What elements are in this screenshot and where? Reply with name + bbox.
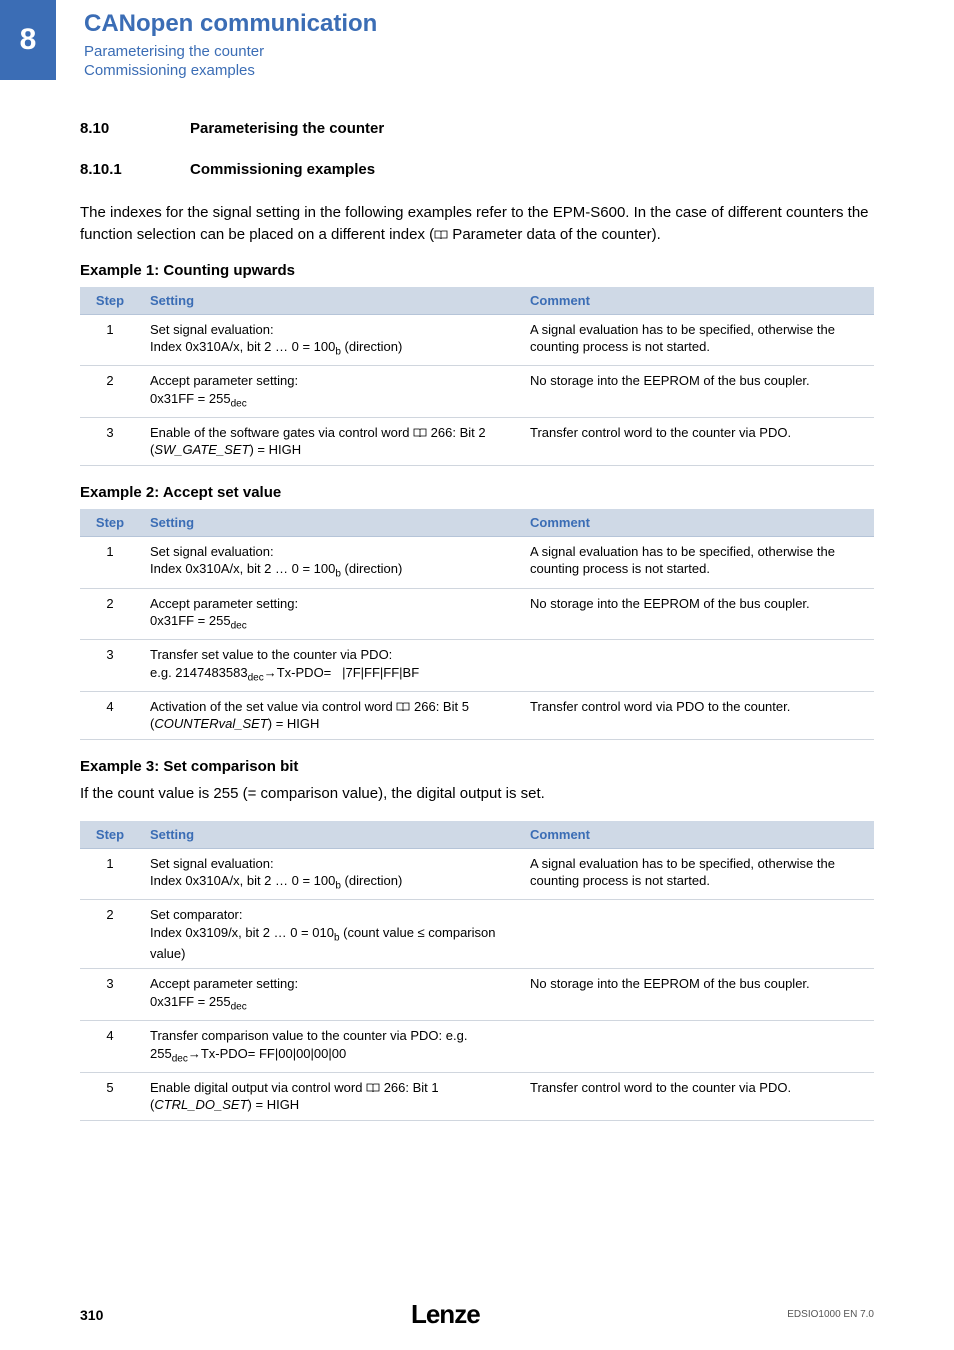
table-header-row: Step Setting Comment xyxy=(80,287,874,315)
table-header-row: Step Setting Comment xyxy=(80,821,874,849)
col-setting: Setting xyxy=(140,509,520,537)
cell-step: 5 xyxy=(80,1072,140,1120)
header-text-block: CANopen communication Parameterising the… xyxy=(56,0,377,79)
page-content: 8.10 Parameterising the counter 8.10.1 C… xyxy=(0,80,954,1121)
col-comment: Comment xyxy=(520,821,874,849)
col-step: Step xyxy=(80,821,140,849)
col-comment: Comment xyxy=(520,509,874,537)
section-heading-810: 8.10 Parameterising the counter xyxy=(80,120,874,137)
cell-step: 2 xyxy=(80,900,140,969)
cell-setting: Accept parameter setting:0x31FF = 255dec xyxy=(140,969,520,1021)
cell-setting: Set signal evaluation:Index 0x310A/x, bi… xyxy=(140,314,520,366)
cell-comment: No storage into the EEPROM of the bus co… xyxy=(520,588,874,640)
page-footer: 310 Lenze EDSIO1000 EN 7.0 xyxy=(0,1299,954,1330)
example3-note: If the count value is 255 (= comparison … xyxy=(80,783,874,805)
section-title: Commissioning examples xyxy=(190,161,375,178)
section-number: 8.10 xyxy=(80,120,190,137)
example2-table: Step Setting Comment 1 Set signal evalua… xyxy=(80,509,874,740)
cell-step: 1 xyxy=(80,536,140,588)
example1-label: Example 1: Counting upwards xyxy=(80,262,874,279)
cell-setting: Set signal evaluation:Index 0x310A/x, bi… xyxy=(140,848,520,900)
cell-comment: A signal evaluation has to be specified,… xyxy=(520,536,874,588)
chapter-title: CANopen communication xyxy=(84,10,377,39)
table-row: 3 Accept parameter setting:0x31FF = 255d… xyxy=(80,969,874,1021)
intro-paragraph: The indexes for the signal setting in th… xyxy=(80,202,874,246)
cell-comment: A signal evaluation has to be specified,… xyxy=(520,314,874,366)
table-row: 3 Transfer set value to the counter via … xyxy=(80,640,874,692)
book-icon xyxy=(434,230,448,240)
cell-step: 3 xyxy=(80,417,140,465)
document-code: EDSIO1000 EN 7.0 xyxy=(787,1309,874,1320)
col-setting: Setting xyxy=(140,821,520,849)
cell-step: 2 xyxy=(80,366,140,418)
cell-step: 4 xyxy=(80,1021,140,1073)
cell-setting: Activation of the set value via control … xyxy=(140,691,520,739)
chapter-number: 8 xyxy=(20,23,37,57)
table-row: 2 Accept parameter setting:0x31FF = 255d… xyxy=(80,366,874,418)
col-comment: Comment xyxy=(520,287,874,315)
example3-label: Example 3: Set comparison bit xyxy=(80,758,874,775)
section-heading-8101: 8.10.1 Commissioning examples xyxy=(80,161,874,178)
cell-setting: Transfer comparison value to the counter… xyxy=(140,1021,520,1073)
table-row: 3 Enable of the software gates via contr… xyxy=(80,417,874,465)
table-row: 2 Set comparator:Index 0x3109/x, bit 2 …… xyxy=(80,900,874,969)
section-title: Parameterising the counter xyxy=(190,120,384,137)
page-header: 8 CANopen communication Parameterising t… xyxy=(0,0,954,80)
cell-setting: Accept parameter setting:0x31FF = 255dec xyxy=(140,366,520,418)
cell-setting: Enable of the software gates via control… xyxy=(140,417,520,465)
section-number: 8.10.1 xyxy=(80,161,190,178)
table-row: 5 Enable digital output via control word… xyxy=(80,1072,874,1120)
book-icon xyxy=(366,1083,380,1093)
col-step: Step xyxy=(80,287,140,315)
cell-comment xyxy=(520,640,874,692)
cell-step: 1 xyxy=(80,848,140,900)
cell-setting: Accept parameter setting:0x31FF = 255dec xyxy=(140,588,520,640)
table-row: 2 Accept parameter setting:0x31FF = 255d… xyxy=(80,588,874,640)
book-icon xyxy=(413,428,427,438)
page-number: 310 xyxy=(80,1307,103,1323)
cell-comment: No storage into the EEPROM of the bus co… xyxy=(520,969,874,1021)
chapter-number-box: 8 xyxy=(0,0,56,80)
cell-setting: Enable digital output via control word 2… xyxy=(140,1072,520,1120)
cell-step: 2 xyxy=(80,588,140,640)
cell-comment xyxy=(520,900,874,969)
cell-step: 3 xyxy=(80,969,140,1021)
table-row: 1 Set signal evaluation:Index 0x310A/x, … xyxy=(80,314,874,366)
example2-label: Example 2: Accept set value xyxy=(80,484,874,501)
cell-step: 3 xyxy=(80,640,140,692)
col-step: Step xyxy=(80,509,140,537)
cell-comment: Transfer control word to the counter via… xyxy=(520,417,874,465)
example3-table: Step Setting Comment 1 Set signal evalua… xyxy=(80,821,874,1121)
brand-logo: Lenze xyxy=(411,1299,480,1330)
cell-setting: Set comparator:Index 0x3109/x, bit 2 … 0… xyxy=(140,900,520,969)
cell-comment: No storage into the EEPROM of the bus co… xyxy=(520,366,874,418)
cell-comment: Transfer control word to the counter via… xyxy=(520,1072,874,1120)
table-row: 4 Activation of the set value via contro… xyxy=(80,691,874,739)
cell-comment xyxy=(520,1021,874,1073)
cell-setting: Transfer set value to the counter via PD… xyxy=(140,640,520,692)
table-row: 1 Set signal evaluation:Index 0x310A/x, … xyxy=(80,848,874,900)
cell-comment: Transfer control word via PDO to the cou… xyxy=(520,691,874,739)
cell-step: 1 xyxy=(80,314,140,366)
cell-setting: Set signal evaluation:Index 0x310A/x, bi… xyxy=(140,536,520,588)
cell-comment: A signal evaluation has to be specified,… xyxy=(520,848,874,900)
book-icon xyxy=(396,702,410,712)
col-setting: Setting xyxy=(140,287,520,315)
header-subtitle-1: Parameterising the counter xyxy=(84,43,377,60)
table-header-row: Step Setting Comment xyxy=(80,509,874,537)
header-subtitle-2: Commissioning examples xyxy=(84,62,377,79)
example1-table: Step Setting Comment 1 Set signal evalua… xyxy=(80,287,874,466)
cell-step: 4 xyxy=(80,691,140,739)
table-row: 4 Transfer comparison value to the count… xyxy=(80,1021,874,1073)
table-row: 1 Set signal evaluation:Index 0x310A/x, … xyxy=(80,536,874,588)
